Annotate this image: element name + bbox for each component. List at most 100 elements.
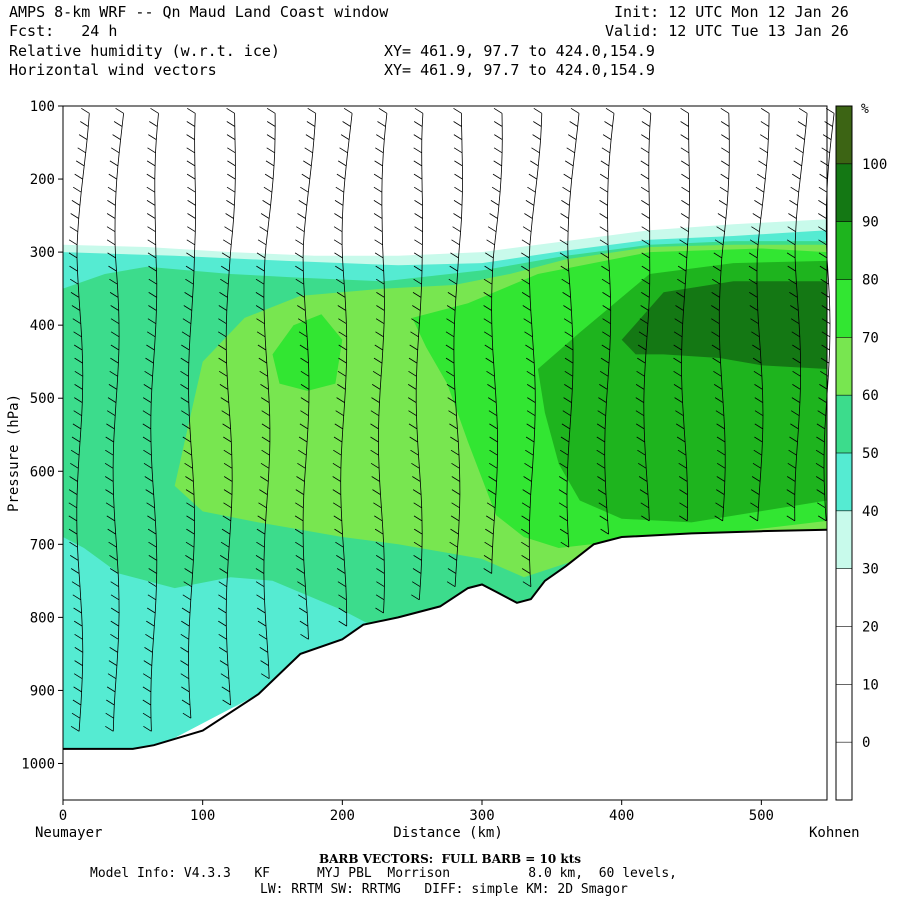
y-tick-label: 800 (30, 610, 55, 626)
wind-barb-shafts (596, 107, 615, 535)
colorbar-bin (836, 106, 852, 164)
wind-barb-column (711, 107, 730, 522)
y-tick-label: 600 (30, 464, 55, 480)
wind-barb-shafts (180, 107, 196, 719)
wind-barb-shafts (332, 107, 353, 627)
y-tick-label: 200 (30, 172, 55, 188)
x-tick-label: 500 (749, 808, 774, 824)
wind-barb-shafts (445, 107, 463, 588)
wind-barb-shafts (407, 107, 424, 601)
xy-range-1: XY= 461.9, 97.7 to 424.0,154.9 (384, 42, 655, 60)
plot-frame (62, 105, 828, 801)
init-time: Init: 12 UTC Mon 12 Jan 26 (614, 3, 849, 21)
y-tick-label: 400 (30, 318, 55, 334)
wind-barb-column (104, 107, 124, 732)
colorbar-tick-label: 100 (862, 157, 887, 173)
wind-barb-column (180, 107, 196, 719)
colorbar-tick-label: 50 (862, 446, 879, 462)
colorbar-bin (836, 163, 852, 222)
y-tick-label: 700 (30, 537, 55, 553)
wind-barb-column (217, 107, 236, 706)
wind-barb-shafts (521, 107, 543, 588)
y-tick-label: 1000 (21, 756, 55, 772)
x-tick-label: 200 (330, 808, 355, 824)
field-name-wind: Horizontal wind vectors (9, 61, 217, 79)
wind-barb-column (483, 107, 503, 574)
wind-barb-shafts (558, 107, 580, 548)
x-tick-label: 0 (59, 808, 67, 824)
wind-barb-column (142, 107, 159, 732)
forecast-hour: Fcst: 24 h (9, 22, 118, 40)
x-axis-label: Distance (km) (393, 825, 503, 841)
rh-fills (63, 219, 827, 757)
wind-barbs (68, 107, 835, 732)
y-tick-label: 300 (30, 245, 55, 261)
chart-title: AMPS 8-km WRF -- Qn Maud Land Coast wind… (9, 3, 389, 21)
x-left-endpoint-label: Neumayer (35, 825, 102, 841)
terrain-mask (63, 529, 827, 800)
valid-time: Valid: 12 UTC Tue 13 Jan 26 (605, 22, 849, 40)
colorbar-tick-label: 70 (862, 330, 879, 346)
x-tick-label: 100 (190, 808, 215, 824)
rh-region-90 (621, 281, 827, 369)
wind-barb-column (445, 107, 463, 588)
colorbar-tick-label: 40 (862, 504, 879, 520)
wind-barb-shafts (104, 107, 124, 732)
colorbar-bin (836, 453, 852, 511)
terrain (63, 528, 828, 800)
x-right-endpoint-label: Kohnen (809, 825, 860, 841)
wind-barb-shafts (673, 107, 690, 522)
wind-barb-column (673, 107, 690, 522)
wind-barb-shafts (294, 107, 317, 640)
axes: 100 200 300 400 500 600 700 800 900 1000 0 100 200 30… (21, 99, 774, 824)
wind-barb-shafts (483, 107, 503, 574)
wind-barb-column (255, 107, 276, 680)
y-tick-label: 500 (30, 391, 55, 407)
colorbar-bin (836, 510, 852, 569)
x-tick-label: 300 (469, 808, 494, 824)
colorbar-unit: % (861, 102, 869, 117)
colorbar-tick-label: 0 (862, 735, 870, 751)
wind-barb-column (370, 107, 388, 614)
colorbar-tick-label: 80 (862, 273, 879, 289)
colorbar-tick-label: 60 (862, 388, 879, 404)
y-tick-label: 100 (30, 99, 55, 115)
terrain-surface-line (63, 528, 828, 750)
xy-range-2: XY= 461.9, 97.7 to 424.0,154.9 (384, 61, 655, 79)
wind-barb-shafts (217, 107, 236, 706)
wind-barb-column (294, 107, 317, 640)
rh-region-70 (272, 314, 343, 391)
wind-barb-shafts (748, 107, 770, 522)
colorbar-bin (836, 279, 852, 338)
field-name-rh: Relative humidity (w.r.t. ice) (9, 42, 280, 60)
colorbar-tick-label: 10 (862, 677, 879, 693)
wind-barb-shafts (635, 107, 652, 522)
colorbar-tick-label: 30 (862, 562, 879, 578)
wind-barb-shafts (786, 107, 808, 522)
colorbar-bin (836, 337, 852, 396)
wind-barb-shafts (142, 107, 159, 732)
colorbar-tick-label: 90 (862, 215, 879, 231)
x-tick-label: 400 (609, 808, 634, 824)
physics-info: LW: RRTM SW: RRTMG DIFF: simple KM: 2D S… (260, 882, 628, 897)
wind-barb-column (558, 107, 580, 548)
wind-barb-shafts (68, 107, 90, 732)
wind-barb-column (521, 107, 543, 588)
wind-barb-column (407, 107, 424, 601)
wind-barb-shafts (711, 107, 730, 522)
wind-barb-column (786, 107, 808, 522)
model-info: Model Info: V4.3.3 KF MYJ PBL Morrison 8… (90, 866, 677, 881)
colorbar-tick-label: 20 (862, 620, 879, 636)
wind-barb-shafts (255, 107, 276, 680)
barb-note: BARB VECTORS: FULL BARB = 10 kts (318, 852, 582, 866)
wind-barb-column (596, 107, 615, 535)
y-tick-label: 900 (30, 683, 55, 699)
wind-barb-shafts (370, 107, 388, 614)
wind-barb-column (332, 107, 353, 627)
wind-barb-column (635, 107, 652, 522)
colorbar: 0 10 20 30 40 50 60 70 80 90 100 (835, 105, 887, 801)
colorbar-bin (836, 221, 852, 280)
wind-barb-column (68, 107, 90, 732)
y-axis-label: Pressure (hPa) (6, 394, 22, 512)
